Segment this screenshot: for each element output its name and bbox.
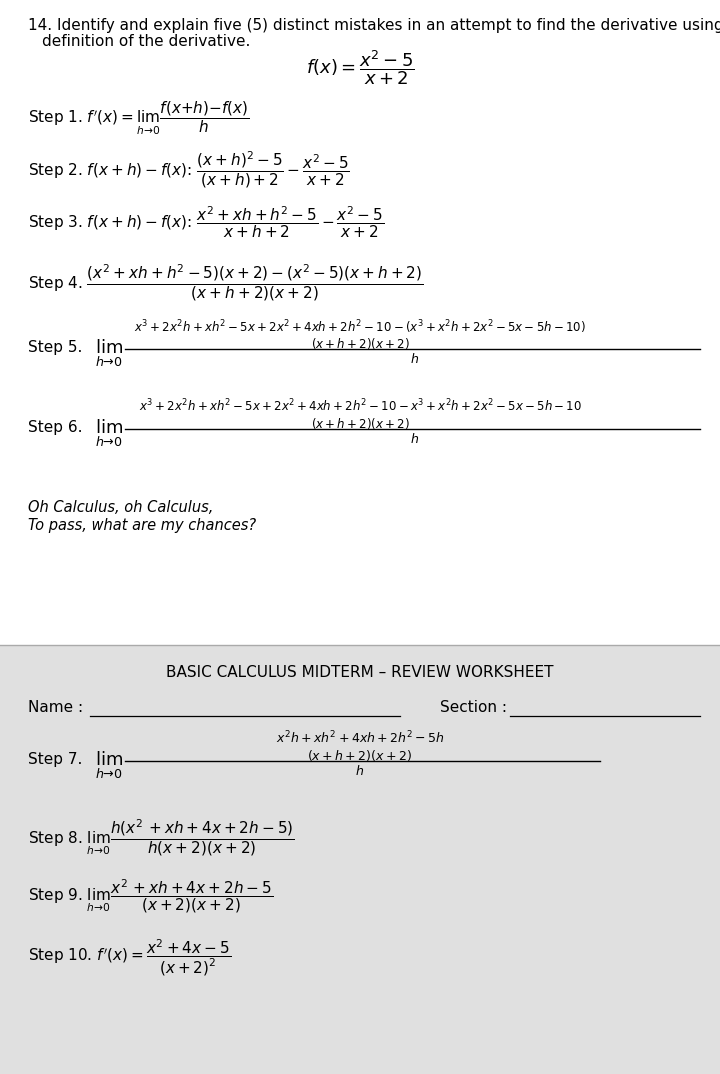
Text: $\lim_{h \to 0}$: $\lim_{h \to 0}$ — [95, 338, 123, 369]
Text: Step 9. $\lim_{h \to 0} \dfrac{x^2+xh+4x+2h-5}{(x+2)(x+2)}$: Step 9. $\lim_{h \to 0} \dfrac{x^2+xh+4x… — [28, 879, 273, 915]
Text: $f(x) = \dfrac{x^2 - 5}{x + 2}$: $f(x) = \dfrac{x^2 - 5}{x + 2}$ — [306, 48, 414, 87]
Text: Section :: Section : — [440, 700, 512, 715]
Text: $\lim_{h \to 0}$: $\lim_{h \to 0}$ — [95, 750, 123, 781]
Text: $x^3+2x^2h+xh^2-5x+2x^2+4xh+2h^2-10-x^3+x^2h+2x^2-5x-5h-10$: $x^3+2x^2h+xh^2-5x+2x^2+4xh+2h^2-10-x^3+… — [138, 398, 582, 415]
Text: $h$: $h$ — [410, 352, 420, 366]
Text: $\lim_{h \to 0}$: $\lim_{h \to 0}$ — [95, 418, 123, 449]
Text: Step 5.: Step 5. — [28, 340, 82, 355]
Text: $h$: $h$ — [356, 764, 364, 778]
Text: Oh Calculus, oh Calculus,: Oh Calculus, oh Calculus, — [28, 500, 213, 516]
Text: Step 3. $f(x + h) - f(x)$: $\dfrac{x^2+xh+h^2-5}{x+h+2} - \dfrac{x^2-5}{x+2}$: Step 3. $f(x + h) - f(x)$: $\dfrac{x^2+x… — [28, 205, 384, 241]
Text: 14. Identify and explain five (5) distinct mistakes in an attempt to find the de: 14. Identify and explain five (5) distin… — [28, 18, 720, 33]
Text: Step 1. $f'(x) = \lim_{h \to 0} \dfrac{f(x+h)-f(x)}{h}$: Step 1. $f'(x) = \lim_{h \to 0} \dfrac{f… — [28, 100, 250, 137]
Text: Name :: Name : — [28, 700, 88, 715]
Text: To pass, what are my chances?: To pass, what are my chances? — [28, 518, 256, 533]
Text: Step 7.: Step 7. — [28, 752, 82, 767]
Text: $h$: $h$ — [410, 432, 420, 446]
Text: definition of the derivative.: definition of the derivative. — [42, 34, 251, 49]
Text: Step 4. $\dfrac{(x^2+xh+h^2-5)(x+2)-(x^2-5)(x+h+2)}{(x+h+2)(x+2)}$: Step 4. $\dfrac{(x^2+xh+h^2-5)(x+2)-(x^2… — [28, 263, 423, 304]
Text: $x^3+2x^2h+xh^2-5x+2x^2+4xh+2h^2-10-(x^3+x^2h+2x^2-5x-5h-10)$: $x^3+2x^2h+xh^2-5x+2x^2+4xh+2h^2-10-(x^3… — [134, 318, 586, 335]
Text: $(x+h+2)(x+2)$: $(x+h+2)(x+2)$ — [310, 336, 410, 351]
Text: Step 10. $f'(x) = \dfrac{x^2+4x-5}{(x+2)^2}$: Step 10. $f'(x) = \dfrac{x^2+4x-5}{(x+2)… — [28, 938, 231, 978]
Text: Step 8. $\lim_{h \to 0} \dfrac{h(x^2+xh+4x+2h-5)}{h(x+2)(x+2)}$: Step 8. $\lim_{h \to 0} \dfrac{h(x^2+xh+… — [28, 818, 294, 858]
Text: BASIC CALCULUS MIDTERM – REVIEW WORKSHEET: BASIC CALCULUS MIDTERM – REVIEW WORKSHEE… — [166, 665, 554, 680]
Text: Step 6.: Step 6. — [28, 420, 83, 435]
Text: $x^2h+xh^2+4xh+2h^2-5h$: $x^2h+xh^2+4xh+2h^2-5h$ — [276, 730, 444, 746]
Text: $(x+h+2)(x+2)$: $(x+h+2)(x+2)$ — [310, 416, 410, 431]
Text: Step 2. $f(x + h) - f(x)$: $\dfrac{(x+h)^2-5}{(x+h)+2} - \dfrac{x^2-5}{x+2}$: Step 2. $f(x + h) - f(x)$: $\dfrac{(x+h)… — [28, 150, 350, 190]
Bar — [0, 645, 720, 1074]
Text: $(x+h+2)(x+2)$: $(x+h+2)(x+2)$ — [307, 748, 413, 763]
